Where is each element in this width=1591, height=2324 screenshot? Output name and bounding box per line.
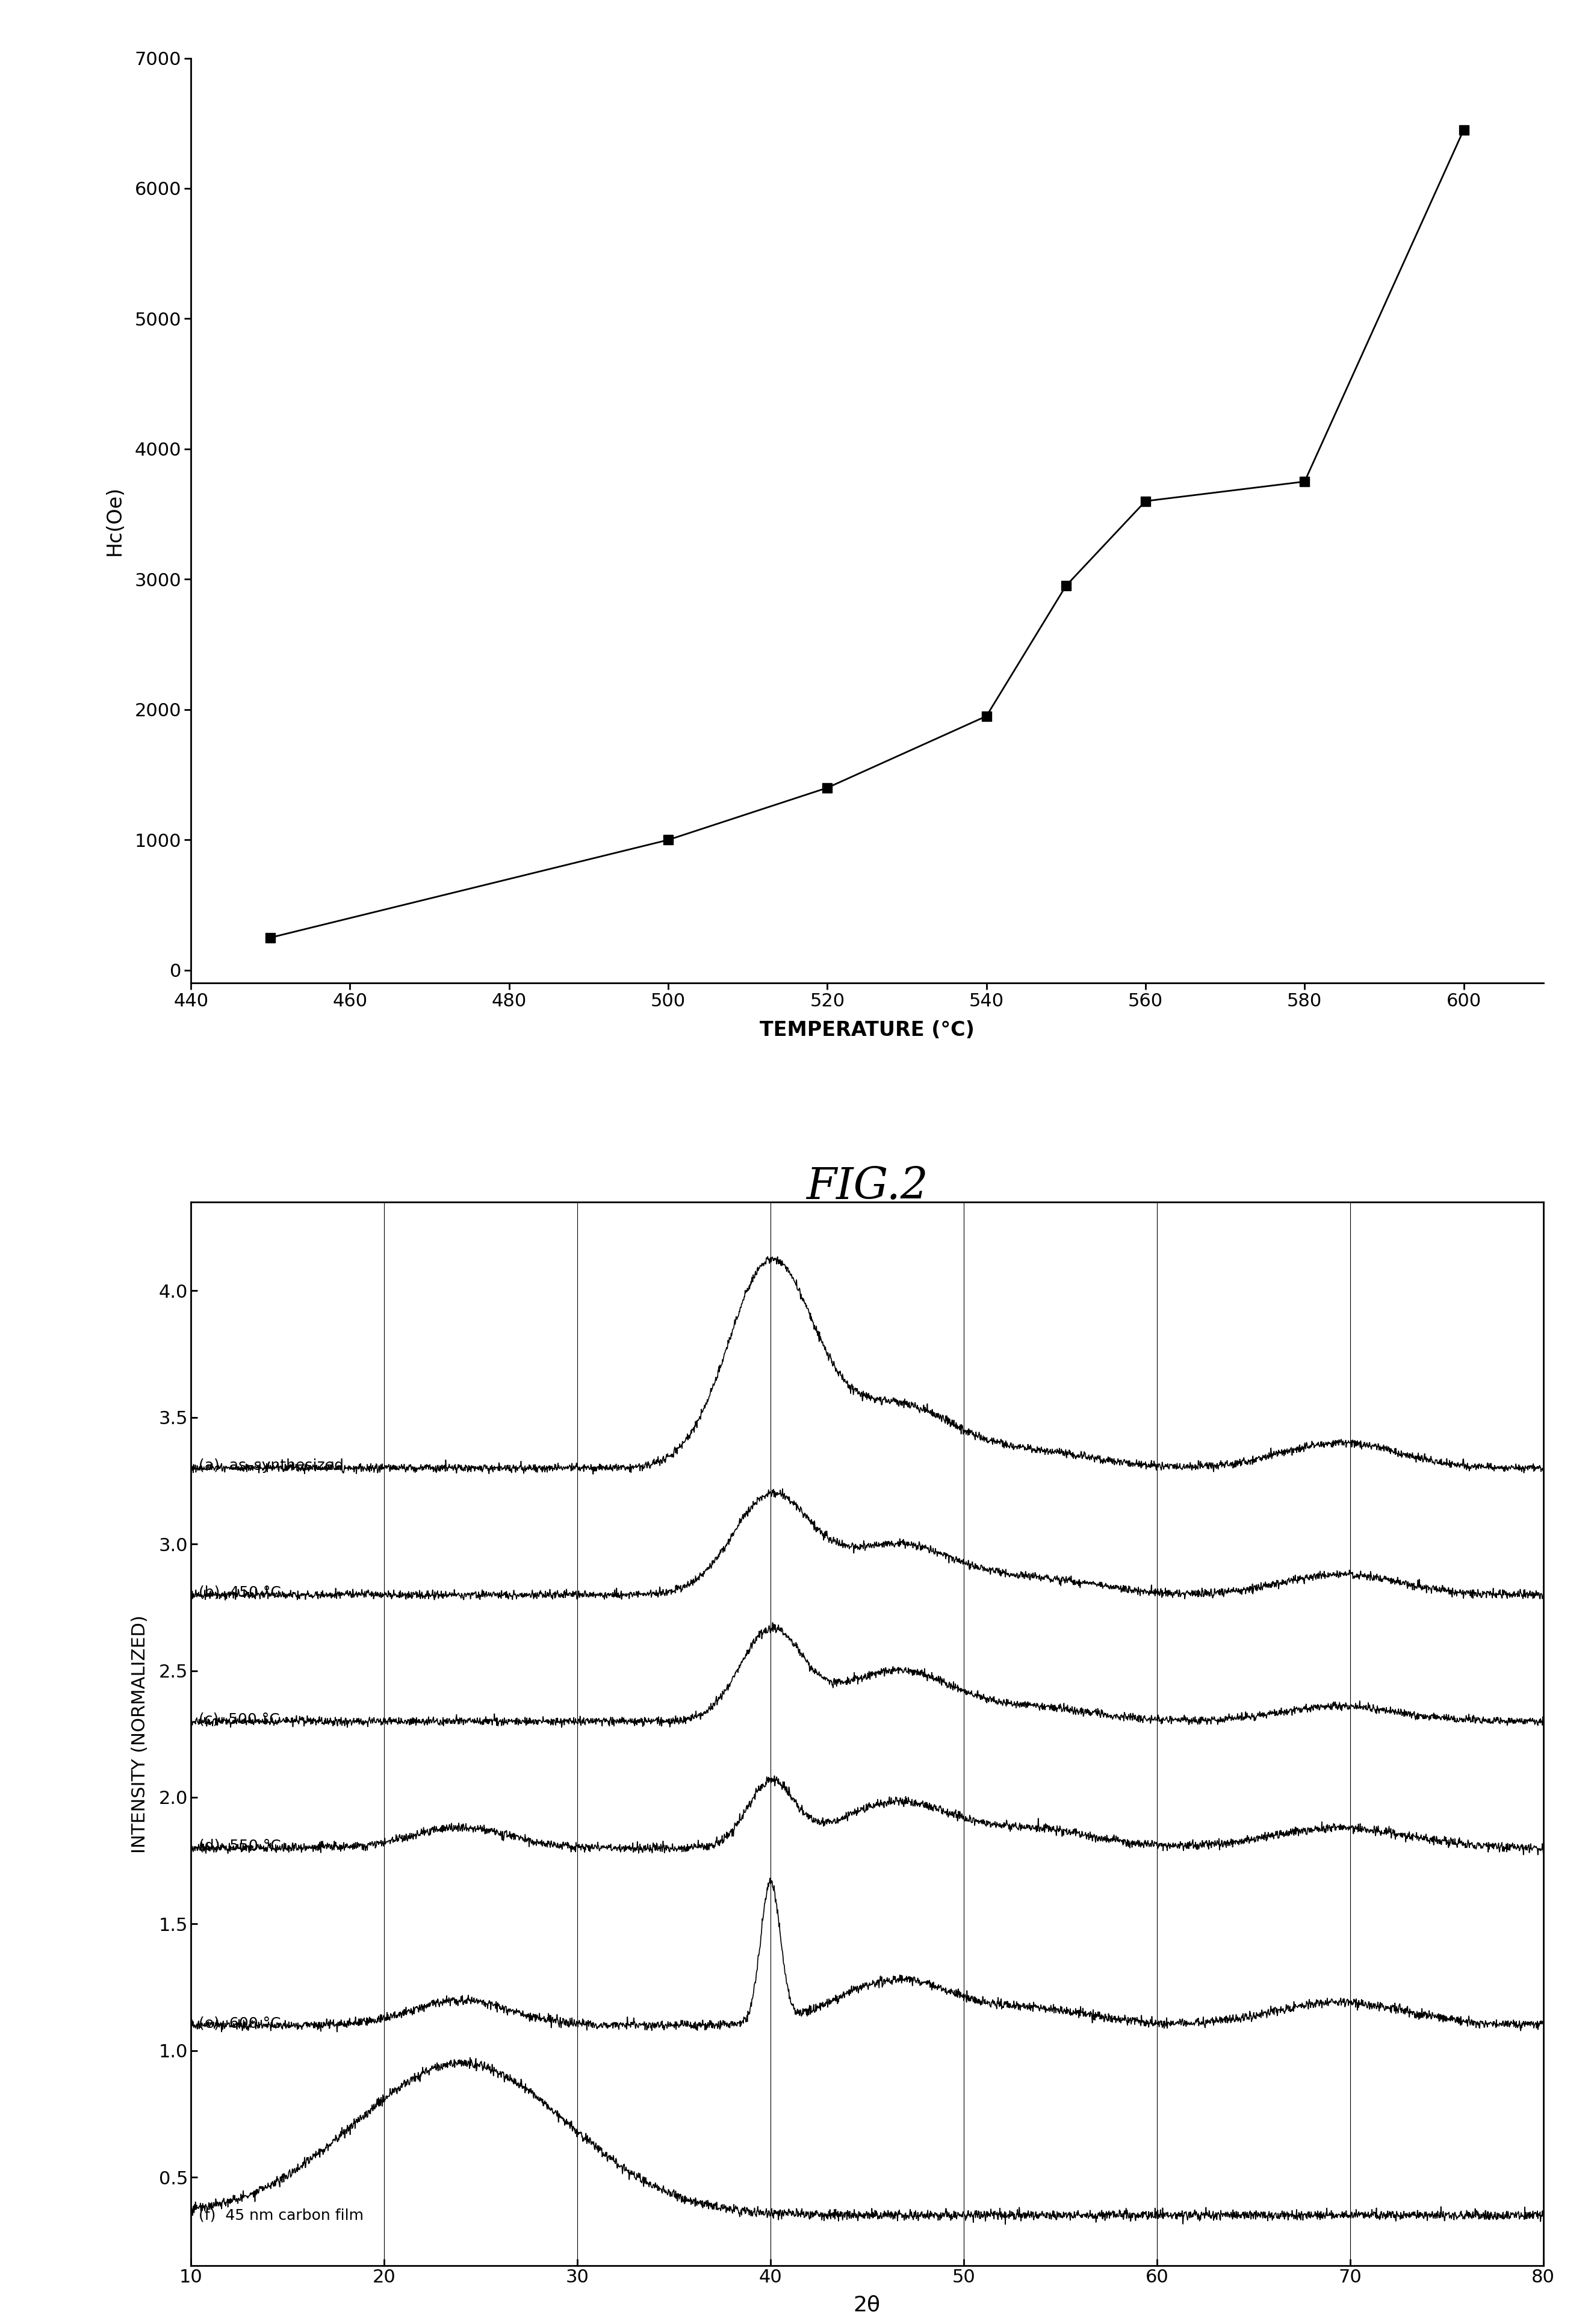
Text: FIG.2: FIG.2 bbox=[807, 1167, 928, 1208]
Text: (b)  450 °C: (b) 450 °C bbox=[199, 1585, 282, 1599]
Y-axis label: INTENSITY (NORMALIZED): INTENSITY (NORMALIZED) bbox=[132, 1615, 150, 1852]
Text: (d)  550 °C: (d) 550 °C bbox=[199, 1838, 282, 1852]
Text: (a)  as–synthesized: (a) as–synthesized bbox=[199, 1459, 344, 1473]
Text: (c)  500 °C: (c) 500 °C bbox=[199, 1713, 280, 1727]
X-axis label: 2θ: 2θ bbox=[853, 2294, 881, 2315]
X-axis label: TEMPERATURE (°C): TEMPERATURE (°C) bbox=[759, 1020, 975, 1041]
Text: (f)  45 nm carbon film: (f) 45 nm carbon film bbox=[199, 2208, 364, 2222]
Text: (e)  600 °C: (e) 600 °C bbox=[199, 2015, 282, 2031]
Y-axis label: Hc(Oe): Hc(Oe) bbox=[105, 486, 124, 555]
